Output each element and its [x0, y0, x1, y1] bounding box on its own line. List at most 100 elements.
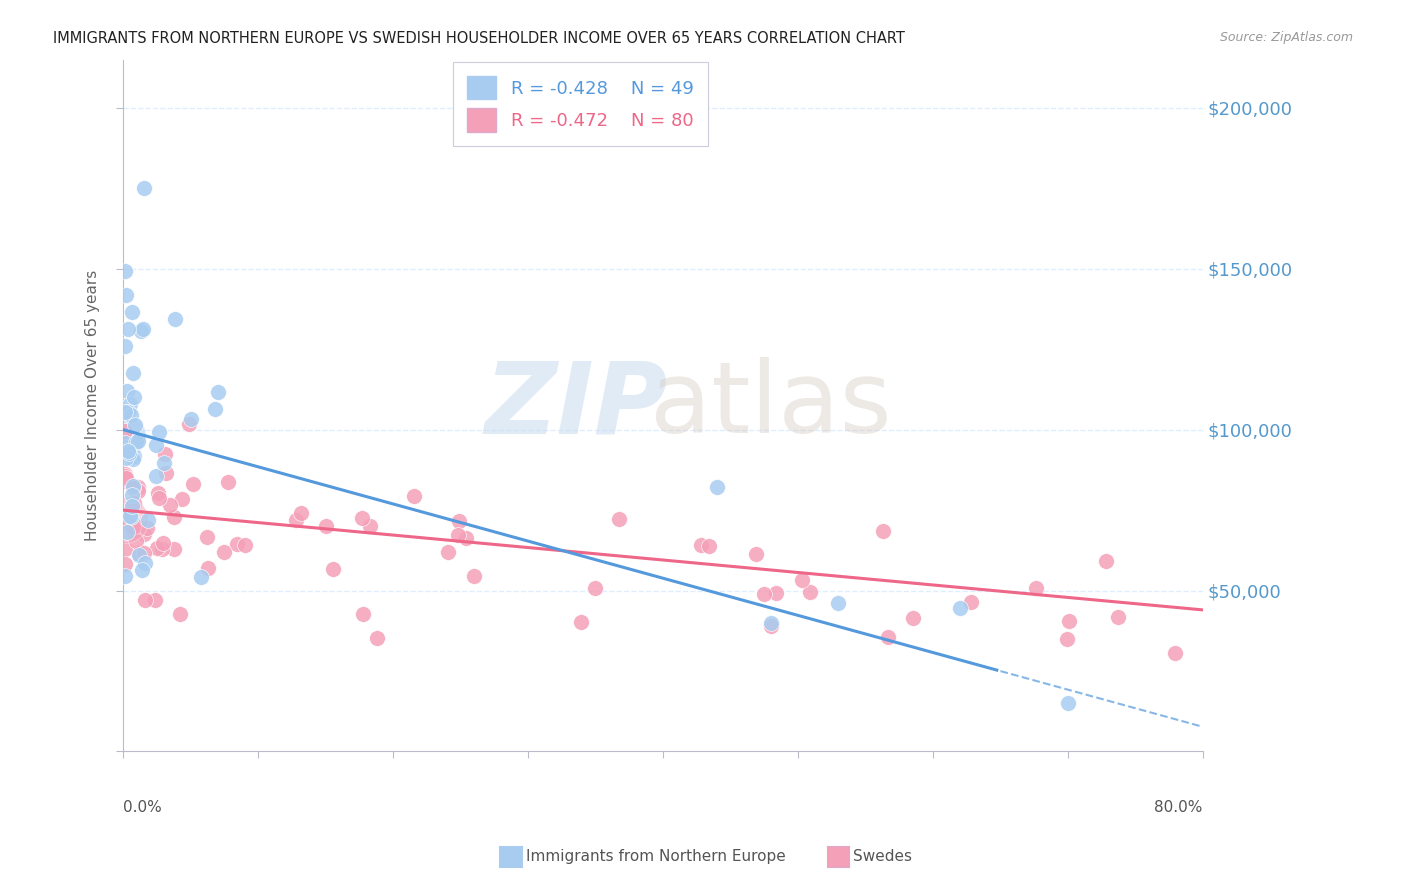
- Point: [121, 478, 143, 492]
- Text: 0.0%: 0.0%: [124, 800, 162, 815]
- Point: [129, 324, 152, 338]
- Point: [121, 478, 143, 492]
- Point: [121, 482, 143, 496]
- Point: [127, 483, 149, 498]
- Point: [125, 533, 148, 548]
- Point: [145, 438, 167, 452]
- Point: [114, 435, 136, 450]
- Point: [115, 450, 138, 465]
- Point: [114, 569, 136, 583]
- Point: [117, 405, 139, 419]
- Point: [122, 449, 145, 463]
- Point: [118, 508, 141, 523]
- Point: [121, 488, 143, 502]
- Point: [204, 401, 226, 416]
- Point: [134, 592, 156, 607]
- Point: [315, 519, 337, 533]
- Point: [352, 607, 374, 622]
- Point: [583, 582, 606, 596]
- Point: [114, 429, 136, 443]
- Point: [872, 524, 894, 539]
- Point: [761, 619, 783, 633]
- Point: [402, 489, 425, 503]
- Point: [799, 585, 821, 599]
- Point: [152, 456, 174, 470]
- Point: [180, 412, 202, 426]
- Point: [121, 519, 143, 533]
- Point: [706, 480, 728, 494]
- Text: 80.0%: 80.0%: [1154, 800, 1202, 815]
- Point: [212, 545, 235, 559]
- Point: [1025, 581, 1047, 595]
- Point: [124, 521, 146, 535]
- Point: [1095, 554, 1118, 568]
- Point: [177, 417, 200, 431]
- Point: [1107, 610, 1129, 624]
- Point: [118, 445, 141, 459]
- Point: [117, 384, 139, 398]
- Point: [155, 447, 177, 461]
- Point: [226, 537, 249, 551]
- Point: [285, 513, 308, 527]
- Point: [759, 615, 782, 630]
- Point: [115, 525, 138, 540]
- Point: [181, 476, 204, 491]
- Point: [122, 496, 145, 510]
- Point: [132, 546, 155, 560]
- Point: [152, 536, 174, 550]
- Point: [569, 615, 592, 629]
- Point: [697, 539, 720, 553]
- Point: [143, 592, 166, 607]
- Text: atlas: atlas: [650, 357, 891, 454]
- Point: [114, 264, 136, 278]
- Point: [121, 478, 143, 492]
- Text: ZIP: ZIP: [485, 357, 668, 454]
- Point: [150, 541, 173, 556]
- Point: [114, 475, 136, 489]
- Point: [827, 596, 849, 610]
- Point: [463, 569, 485, 583]
- Point: [122, 451, 145, 466]
- Point: [190, 570, 212, 584]
- Point: [136, 513, 159, 527]
- Point: [114, 541, 136, 556]
- Point: [131, 563, 153, 577]
- Point: [121, 304, 143, 318]
- Point: [114, 467, 136, 481]
- Point: [169, 607, 191, 621]
- Point: [121, 500, 143, 514]
- Point: [903, 610, 925, 624]
- Point: [124, 418, 146, 433]
- Point: [114, 468, 136, 483]
- Point: [1163, 646, 1185, 660]
- Point: [745, 547, 768, 561]
- Point: [128, 548, 150, 562]
- Point: [159, 498, 181, 512]
- Point: [163, 311, 186, 326]
- Point: [437, 545, 460, 559]
- Point: [960, 594, 983, 608]
- Point: [197, 530, 219, 544]
- Text: IMMIGRANTS FROM NORTHERN EUROPE VS SWEDISH HOUSEHOLDER INCOME OVER 65 YEARS CORR: IMMIGRANTS FROM NORTHERN EUROPE VS SWEDI…: [53, 31, 905, 46]
- Point: [350, 511, 373, 525]
- Legend: R = -0.428    N = 49, R = -0.472    N = 80: R = -0.428 N = 49, R = -0.472 N = 80: [453, 62, 707, 146]
- Point: [609, 512, 631, 526]
- Point: [765, 586, 787, 600]
- Text: Swedes: Swedes: [853, 849, 912, 863]
- Point: [207, 385, 229, 400]
- Point: [120, 510, 142, 524]
- Point: [447, 514, 470, 528]
- Text: Immigrants from Northern Europe: Immigrants from Northern Europe: [526, 849, 786, 863]
- Point: [118, 397, 141, 411]
- Point: [1056, 632, 1078, 647]
- Point: [290, 507, 312, 521]
- Y-axis label: Householder Income Over 65 years: Householder Income Over 65 years: [86, 270, 100, 541]
- Point: [690, 539, 713, 553]
- Point: [754, 587, 776, 601]
- Point: [322, 562, 344, 576]
- Point: [127, 434, 149, 448]
- Point: [122, 390, 145, 404]
- Point: [134, 557, 156, 571]
- Point: [148, 425, 170, 440]
- Point: [132, 181, 155, 195]
